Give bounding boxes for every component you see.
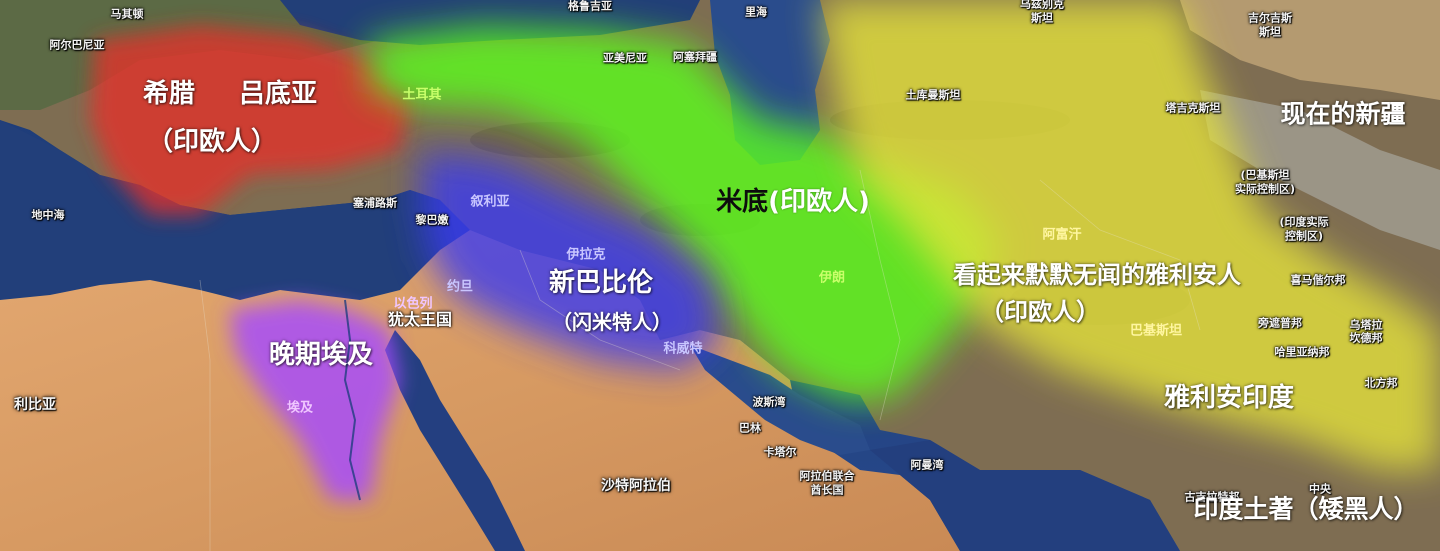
label-macedonia: 马其顿 [110, 7, 144, 21]
label-bahrain: 巴林 [739, 421, 761, 435]
label-aryans-group: （印欧人） [980, 298, 1100, 326]
label-haryana: 哈里亚纳邦 [1274, 345, 1330, 359]
label-caspian: 里海 [745, 5, 767, 19]
label-qatar: 卡塔尔 [763, 445, 797, 459]
persian-gulf [690, 345, 870, 455]
tarim-basin [1180, 0, 1440, 100]
label-himachal: 喜马偕尔邦 [1290, 273, 1346, 287]
label-uzbekistan-2: 斯坦 [1031, 11, 1053, 25]
label-media: 米底(印欧人) [716, 189, 870, 215]
label-uttarakhand-2: 坎德邦 [1349, 331, 1383, 345]
label-cyprus: 塞浦路斯 [353, 196, 397, 210]
label-xinjiang: 现在的新疆 [1280, 99, 1406, 129]
region-media [370, 25, 1000, 400]
label-native-india: 印度土著（矮黑人） [1193, 494, 1419, 524]
label-azerbaijan: 阿塞拜疆 [673, 50, 717, 64]
label-media-name: 米底 [716, 187, 769, 217]
label-oman-gulf: 阿曼湾 [910, 458, 944, 472]
label-neo-babylon: 新巴比伦 [548, 268, 654, 298]
label-ind-control-2: 控制区) [1284, 229, 1324, 243]
label-saudi: 沙特阿拉伯 [601, 478, 671, 494]
mediterranean [0, 120, 440, 300]
label-afghanistan: 阿富汗 [1042, 227, 1082, 243]
label-pak-control-2: 实际控制区) [1234, 182, 1296, 196]
label-uttar: 北方邦 [1364, 376, 1398, 390]
label-kuwait: 科威特 [663, 341, 703, 357]
region-greek-lydia [90, 25, 410, 215]
label-media-group: (印欧人) [768, 187, 870, 217]
label-mediterranean: 地中海 [31, 208, 65, 222]
label-uae-1: 阿拉伯联合 [799, 469, 855, 483]
country-borders [199, 169, 1201, 551]
label-lebanon: 黎巴嫩 [415, 213, 449, 227]
label-georgia: 格鲁吉亚 [568, 0, 612, 13]
label-pakistan: 巴基斯坦 [1129, 323, 1183, 339]
label-syria: 叙利亚 [470, 194, 510, 210]
label-israel: 以色列 [393, 296, 433, 312]
label-gujarat: 古吉拉特邦 [1184, 490, 1240, 504]
label-greek-lydia-group: （印欧人） [146, 127, 278, 157]
label-turkey: 土耳其 [402, 87, 442, 103]
label-persian-gulf: 波斯湾 [752, 395, 786, 409]
label-albania: 阿尔巴尼亚 [49, 38, 105, 52]
label-kyrgyz-1: 吉尔吉斯 [1248, 11, 1292, 25]
arabian-sea [870, 440, 1180, 551]
label-uae-2: 酋长国 [810, 483, 844, 497]
label-libya: 利比亚 [14, 397, 56, 413]
red-sea [385, 330, 525, 551]
label-jordan: 约旦 [446, 279, 474, 295]
label-iraq: 伊拉克 [566, 247, 606, 263]
label-neo-babylon-group: （闪米特人） [552, 310, 672, 334]
region-aryans [820, 0, 1440, 470]
label-aryans: 看起来默默无闻的雅利安人 [953, 261, 1241, 289]
regions-overlay [90, 0, 1440, 500]
label-armenia: 亚美尼亚 [603, 51, 647, 65]
label-uttarakhand: 乌塔拉 [1349, 318, 1383, 332]
label-pak-control-1: (巴基斯坦 [1240, 168, 1290, 182]
label-lydia: 吕底亚 [238, 79, 318, 109]
label-judah: 犹太王国 [387, 310, 453, 329]
label-madhya: 中央 [1309, 482, 1331, 496]
label-uzbekistan-1: 乌兹别克 [1020, 0, 1064, 11]
label-punjab: 旁遮普邦 [1258, 316, 1302, 330]
region-babylon [420, 150, 720, 370]
himalaya-snow [1200, 90, 1440, 250]
region-egypt [230, 300, 400, 500]
label-ind-control-1: (印度实际 [1279, 215, 1329, 229]
label-egypt: 埃及 [286, 400, 314, 416]
label-kyrgyz-2: 斯坦 [1259, 25, 1281, 39]
label-aryan-india: 雅利安印度 [1163, 383, 1295, 413]
label-tajikistan: 塔吉克斯坦 [1165, 101, 1221, 115]
label-iran: 伊朗 [818, 270, 846, 286]
label-greece: 希腊 [142, 79, 196, 109]
nile-river [343, 299, 361, 501]
label-late-egypt: 晚期埃及 [268, 340, 374, 370]
label-turkmenistan: 土库曼斯坦 [905, 88, 961, 102]
